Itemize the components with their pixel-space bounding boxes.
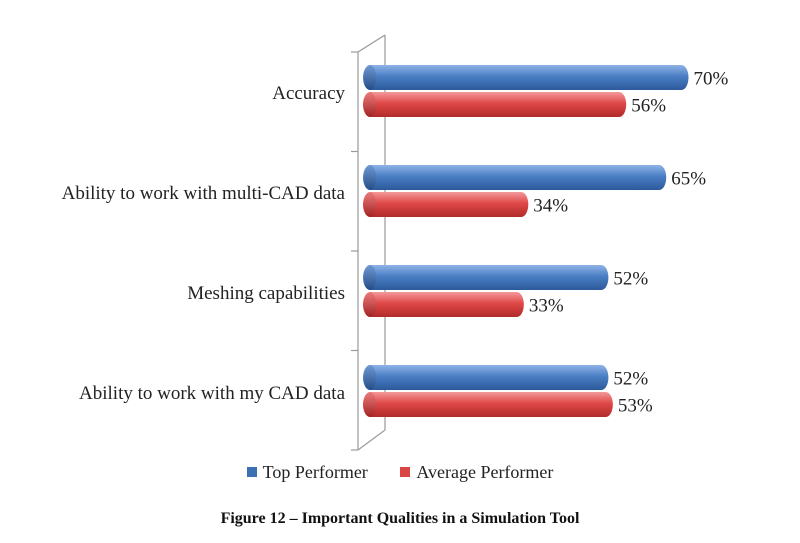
bar-cap bbox=[364, 392, 376, 417]
bar-body bbox=[363, 392, 613, 417]
bars-layer bbox=[363, 65, 689, 417]
legend-swatch-red bbox=[400, 467, 411, 477]
value-label-average-performer: 56% bbox=[631, 96, 666, 117]
bar-cap bbox=[364, 92, 376, 117]
bar-chart: Accuracy 70% 56% Ability to work with multi… bbox=[62, 34, 729, 451]
value-label-top-performer: 52% bbox=[613, 369, 648, 390]
legend: Top Performer Average Performer bbox=[0, 461, 800, 483]
axis-ticks bbox=[351, 51, 358, 451]
bar-average-performer bbox=[363, 292, 524, 317]
bar-body bbox=[363, 265, 609, 290]
legend-label-top-performer: Top Performer bbox=[262, 461, 368, 482]
bar-body bbox=[363, 65, 689, 90]
category-label: Ability to work with my CAD data bbox=[79, 383, 346, 404]
labels-layer: Accuracy 70% 56% Ability to work with multi… bbox=[62, 69, 729, 417]
value-label-top-performer: 65% bbox=[671, 169, 706, 190]
bar-average-performer bbox=[363, 392, 613, 417]
bar-cap bbox=[364, 265, 376, 290]
bar-body bbox=[363, 92, 627, 117]
bar-top-performer bbox=[363, 65, 689, 90]
category-label: Accuracy bbox=[272, 83, 345, 104]
figure-caption: Figure 12 – Important Qualities in a Sim… bbox=[220, 510, 580, 527]
bar-cap bbox=[364, 192, 376, 217]
bar-cap bbox=[364, 292, 376, 317]
bar-cap bbox=[364, 165, 376, 190]
value-label-top-performer: 70% bbox=[694, 69, 729, 90]
category-label: Ability to work with multi-CAD data bbox=[62, 183, 346, 204]
bar-average-performer bbox=[363, 92, 627, 117]
bar-body bbox=[363, 192, 529, 217]
value-label-average-performer: 34% bbox=[533, 196, 568, 217]
value-label-average-performer: 53% bbox=[618, 396, 653, 417]
legend-item-top-performer: Top Performer bbox=[246, 461, 368, 483]
value-label-average-performer: 33% bbox=[529, 296, 564, 317]
legend-label-average-performer: Average Performer bbox=[416, 461, 554, 482]
value-label-top-performer: 52% bbox=[613, 269, 648, 290]
legend-item-average-performer: Average Performer bbox=[400, 462, 553, 483]
legend-swatch-blue bbox=[246, 467, 257, 477]
bar-top-performer bbox=[363, 365, 609, 390]
bar-body bbox=[363, 292, 524, 317]
category-label: Meshing capabilities bbox=[187, 283, 345, 304]
bar-cap bbox=[364, 65, 376, 90]
bar-average-performer bbox=[363, 192, 529, 217]
bar-body bbox=[363, 165, 667, 190]
bar-body bbox=[363, 365, 609, 390]
bar-cap bbox=[364, 365, 376, 390]
bar-top-performer bbox=[363, 165, 667, 190]
bar-top-performer bbox=[363, 265, 609, 290]
